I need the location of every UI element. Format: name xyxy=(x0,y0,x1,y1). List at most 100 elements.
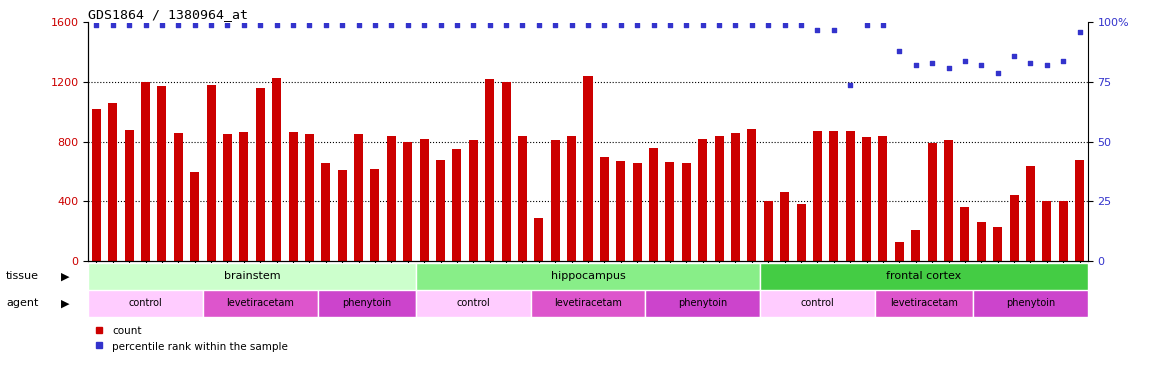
Bar xyxy=(682,164,690,261)
Point xyxy=(874,22,893,28)
Point xyxy=(742,22,761,28)
Bar xyxy=(760,263,1088,290)
Text: hippocampus: hippocampus xyxy=(550,272,626,281)
Bar xyxy=(633,164,642,261)
Bar xyxy=(994,227,1002,261)
Point xyxy=(661,22,680,28)
Point xyxy=(726,22,744,28)
Point xyxy=(382,22,401,28)
Point xyxy=(841,81,860,87)
Bar xyxy=(420,139,428,261)
Bar xyxy=(174,133,182,261)
Bar xyxy=(370,169,380,261)
Bar xyxy=(813,131,822,261)
Bar xyxy=(666,162,675,261)
Bar xyxy=(272,78,281,261)
Point xyxy=(628,22,647,28)
Point xyxy=(415,22,434,28)
Bar xyxy=(530,290,646,317)
Bar xyxy=(862,137,871,261)
Text: GDS1864 / 1380964_at: GDS1864 / 1380964_at xyxy=(88,8,248,21)
Bar xyxy=(534,218,543,261)
Bar xyxy=(338,170,347,261)
Bar xyxy=(469,140,477,261)
Text: levetiracetam: levetiracetam xyxy=(890,298,958,308)
Text: phenytoin: phenytoin xyxy=(342,298,392,308)
Point xyxy=(694,22,713,28)
Bar xyxy=(567,136,576,261)
Point xyxy=(709,22,728,28)
Text: control: control xyxy=(801,298,834,308)
Bar xyxy=(763,201,773,261)
Bar xyxy=(780,192,789,261)
Point xyxy=(1021,60,1040,66)
Point xyxy=(1037,62,1056,68)
Bar xyxy=(731,133,740,261)
Text: brainstem: brainstem xyxy=(223,272,280,281)
Point xyxy=(218,22,236,28)
Point xyxy=(87,22,106,28)
Bar xyxy=(1025,166,1035,261)
Bar xyxy=(436,160,445,261)
Text: tissue: tissue xyxy=(6,272,39,281)
Point xyxy=(857,22,876,28)
Bar xyxy=(403,142,413,261)
Point xyxy=(824,27,843,33)
Point xyxy=(366,22,385,28)
Bar xyxy=(453,149,461,261)
Bar xyxy=(846,131,855,261)
Point xyxy=(136,22,155,28)
Point xyxy=(1054,58,1073,64)
Bar xyxy=(240,132,248,261)
Point xyxy=(333,22,352,28)
Bar xyxy=(517,136,527,261)
Bar xyxy=(760,290,875,317)
Text: control: control xyxy=(128,298,162,308)
Text: ▶: ▶ xyxy=(61,298,69,308)
Bar xyxy=(416,263,760,290)
Point xyxy=(988,70,1007,76)
Point xyxy=(808,27,827,33)
Point xyxy=(480,22,499,28)
Bar xyxy=(125,130,134,261)
Point xyxy=(971,62,990,68)
Bar xyxy=(318,290,416,317)
Bar xyxy=(928,143,936,261)
Bar xyxy=(501,82,510,261)
Point xyxy=(529,22,548,28)
Bar xyxy=(321,163,330,261)
Bar xyxy=(387,136,396,261)
Bar xyxy=(416,290,530,317)
Point xyxy=(250,22,269,28)
Bar xyxy=(875,290,973,317)
Point xyxy=(677,22,696,28)
Point xyxy=(562,22,581,28)
Bar xyxy=(550,140,560,261)
Bar xyxy=(191,172,199,261)
Bar xyxy=(649,148,659,261)
Bar xyxy=(207,85,215,261)
Text: frontal cortex: frontal cortex xyxy=(887,272,962,281)
Bar xyxy=(88,263,416,290)
Point xyxy=(120,22,139,28)
Point xyxy=(513,22,532,28)
Point xyxy=(644,22,663,28)
Point xyxy=(300,22,319,28)
Bar xyxy=(878,136,888,261)
Point xyxy=(579,22,597,28)
Text: levetiracetam: levetiracetam xyxy=(554,298,622,308)
Text: levetiracetam: levetiracetam xyxy=(226,298,294,308)
Bar xyxy=(600,157,609,261)
Text: phenytoin: phenytoin xyxy=(1005,298,1055,308)
Point xyxy=(1070,29,1089,35)
Point xyxy=(955,58,974,64)
Bar xyxy=(829,131,838,261)
Point xyxy=(153,22,172,28)
Bar xyxy=(748,129,756,261)
Point xyxy=(267,22,286,28)
Point xyxy=(432,22,450,28)
Point xyxy=(775,22,794,28)
Point xyxy=(202,22,221,28)
Bar xyxy=(92,109,101,261)
Text: phenytoin: phenytoin xyxy=(679,298,727,308)
